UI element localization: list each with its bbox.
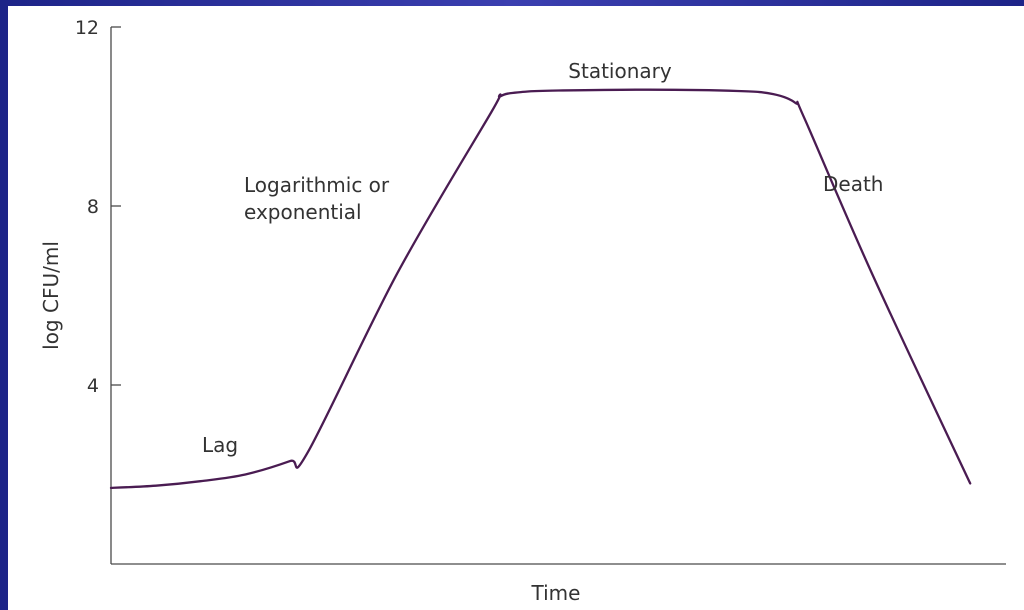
axes xyxy=(110,27,1006,565)
logarithmic-phase-label-line1: Logarithmic or xyxy=(244,173,390,197)
logarithmic-phase-label-line2: exponential xyxy=(244,200,362,224)
y-tick-label: 4 xyxy=(87,375,99,397)
growth-curve-series xyxy=(109,88,972,490)
growth-curve-chart: 4 8 12 log CFU/ml Time Lag Logarithmic or … xyxy=(39,17,1006,605)
y-ticks: 4 8 12 xyxy=(75,17,121,397)
y-axis-label: log CFU/ml xyxy=(39,241,63,350)
lag-phase-label: Lag xyxy=(202,433,238,457)
y-tick-label: 8 xyxy=(87,196,99,218)
chart-panel: 4 8 12 log CFU/ml Time Lag Logarithmic or … xyxy=(8,6,1024,610)
logarithmic-phase-label: Logarithmic or exponential xyxy=(244,173,396,224)
x-axis-label: Time xyxy=(531,581,581,605)
death-phase-label: Death xyxy=(823,172,883,196)
y-tick-label: 12 xyxy=(75,17,99,39)
stationary-phase-label: Stationary xyxy=(568,59,672,83)
